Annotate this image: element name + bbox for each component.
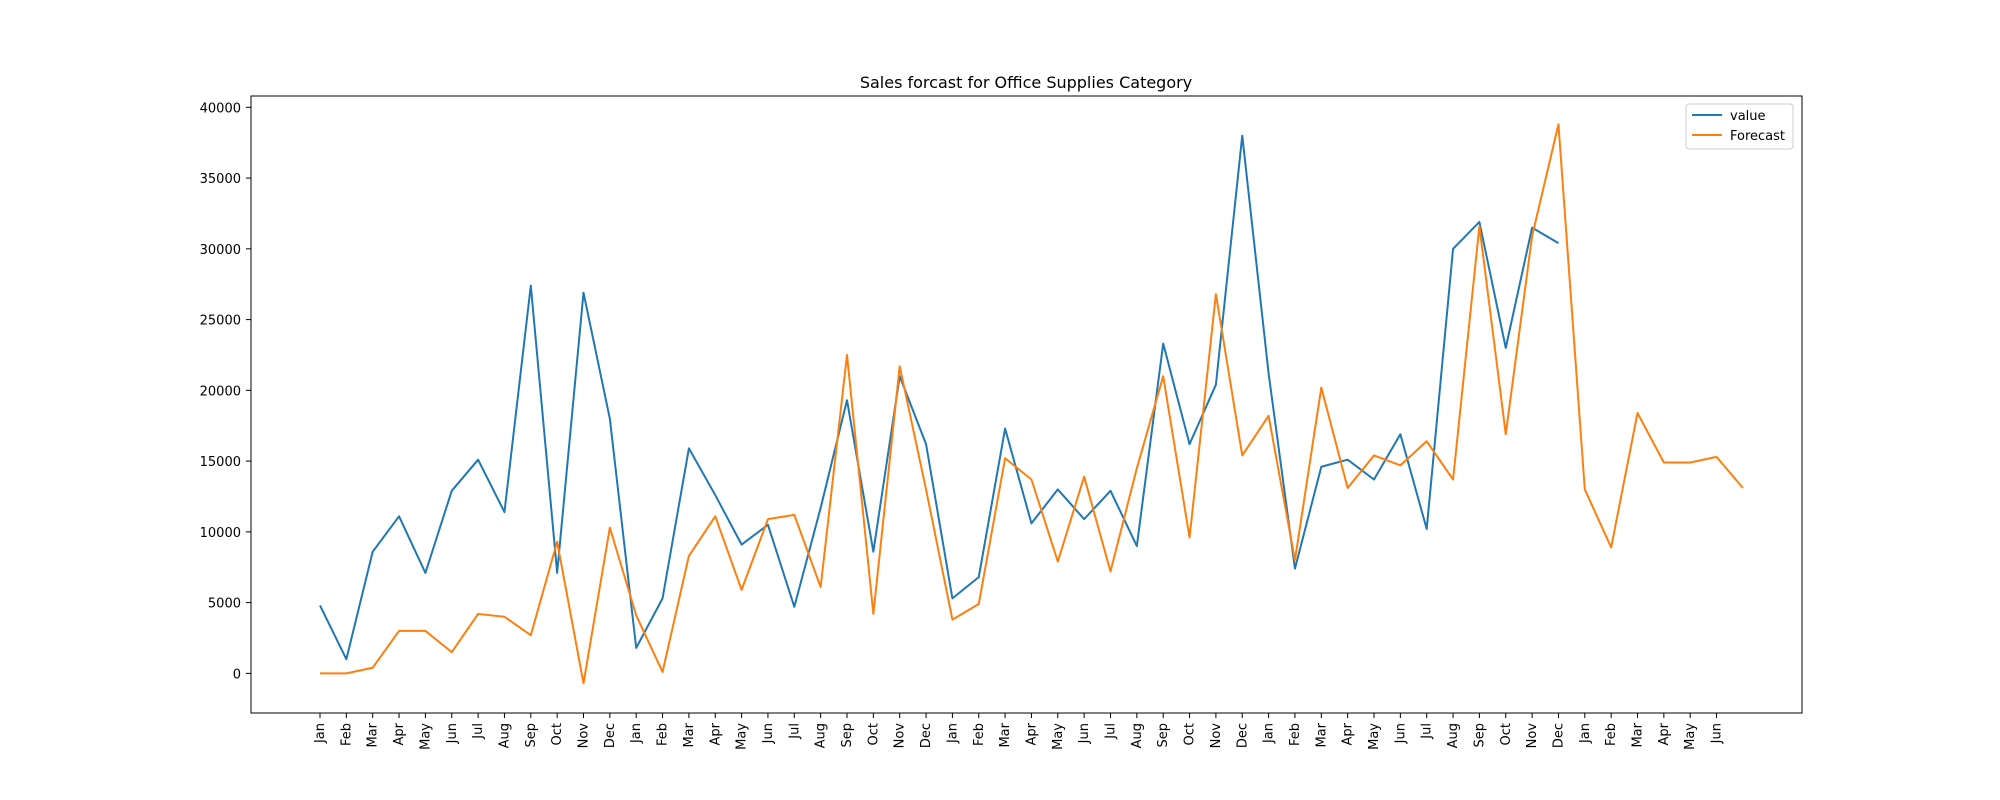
- x-tick-label: Nov: [1209, 723, 1224, 749]
- x-tick-label: Jun: [761, 723, 776, 744]
- x-tick-label: Jan: [1578, 723, 1593, 744]
- x-tick-label: May: [418, 723, 433, 750]
- x-tick-label: Jan: [313, 723, 328, 744]
- y-tick-label: 40000: [200, 101, 241, 116]
- y-tick-label: 0: [233, 667, 241, 682]
- x-tick-label: Nov: [577, 723, 592, 749]
- x-tick-label: Jun: [1710, 723, 1725, 744]
- x-tick-label: Dec: [603, 723, 618, 748]
- series-line-value: [319, 134, 1559, 661]
- x-tick-label: Feb: [656, 723, 671, 746]
- x-tick-label: Sep: [1156, 723, 1171, 748]
- x-tick-label: Nov: [1525, 723, 1540, 749]
- series-line-forecast: [320, 123, 1744, 685]
- y-tick-label: 10000: [200, 526, 241, 541]
- x-tick-label: Nov: [893, 723, 908, 749]
- x-tick-label: May: [1683, 723, 1698, 750]
- y-tick-label: 20000: [200, 384, 241, 399]
- x-tick-label: Dec: [919, 723, 934, 748]
- x-tick-label: Mar: [366, 722, 381, 747]
- x-tick-label: May: [735, 723, 750, 750]
- x-tick-label: Apr: [1657, 722, 1672, 745]
- x-axis: Jan Feb Mar Apr May Jun Jul Aug Sep Oct Nov Dec Jan F…: [313, 713, 1725, 750]
- legend-label-forecast: Forecast: [1730, 129, 1785, 144]
- x-tick-label: Sep: [524, 723, 539, 748]
- x-tick-label: Feb: [1288, 723, 1303, 746]
- x-tick-label: Jul: [471, 723, 486, 740]
- x-tick-label: Jul: [1104, 723, 1119, 740]
- x-tick-label: Apr: [708, 722, 723, 745]
- x-tick-label: Jun: [445, 723, 460, 744]
- x-tick-label: Sep: [1472, 723, 1487, 748]
- y-tick-label: 35000: [200, 172, 241, 187]
- x-tick-label: Dec: [1235, 723, 1250, 748]
- x-tick-label: May: [1051, 723, 1066, 750]
- x-tick-label: Apr: [1341, 722, 1356, 745]
- x-tick-label: Aug: [814, 723, 829, 748]
- x-tick-label: Oct: [1183, 723, 1198, 745]
- chart-title: Sales forcast for Office Supplies Catego…: [860, 73, 1192, 92]
- x-tick-label: Mar: [1314, 722, 1329, 747]
- x-tick-label: Jun: [1077, 723, 1092, 744]
- x-tick-label: Aug: [1130, 723, 1145, 748]
- x-tick-label: Dec: [1551, 723, 1566, 748]
- x-tick-label: Jun: [1393, 723, 1408, 744]
- x-tick-label: Jan: [1262, 723, 1277, 744]
- x-tick-label: Jan: [945, 723, 960, 744]
- x-tick-label: Feb: [972, 723, 987, 746]
- series-layer: [319, 123, 1744, 685]
- x-tick-label: Jan: [629, 723, 644, 744]
- y-tick-label: 25000: [200, 314, 241, 329]
- y-tick-label: 15000: [200, 455, 241, 470]
- x-tick-label: Oct: [866, 723, 881, 745]
- x-tick-label: Jul: [1420, 723, 1435, 740]
- x-tick-label: Aug: [497, 723, 512, 748]
- y-tick-label: 5000: [208, 597, 241, 612]
- x-tick-label: Apr: [392, 722, 407, 745]
- x-tick-label: Feb: [339, 723, 354, 746]
- legend: value Forecast: [1685, 103, 1794, 150]
- x-tick-label: Mar: [998, 722, 1013, 747]
- plot-area-frame: [250, 95, 1803, 714]
- y-tick-label: 30000: [200, 243, 241, 258]
- x-tick-label: May: [1367, 723, 1382, 750]
- x-tick-label: Jul: [787, 723, 802, 740]
- x-tick-label: Sep: [840, 723, 855, 748]
- x-tick-label: Mar: [682, 722, 697, 747]
- y-axis: 0 5000 10000 15000 20000 25000 30000 35000 40000: [200, 101, 251, 682]
- x-tick-label: Apr: [1024, 722, 1039, 745]
- x-tick-label: Feb: [1604, 723, 1619, 746]
- x-tick-label: Aug: [1446, 723, 1461, 748]
- legend-label-value: value: [1730, 109, 1766, 124]
- x-tick-label: Mar: [1631, 722, 1646, 747]
- x-tick-label: Oct: [550, 723, 565, 745]
- x-tick-label: Oct: [1499, 723, 1514, 745]
